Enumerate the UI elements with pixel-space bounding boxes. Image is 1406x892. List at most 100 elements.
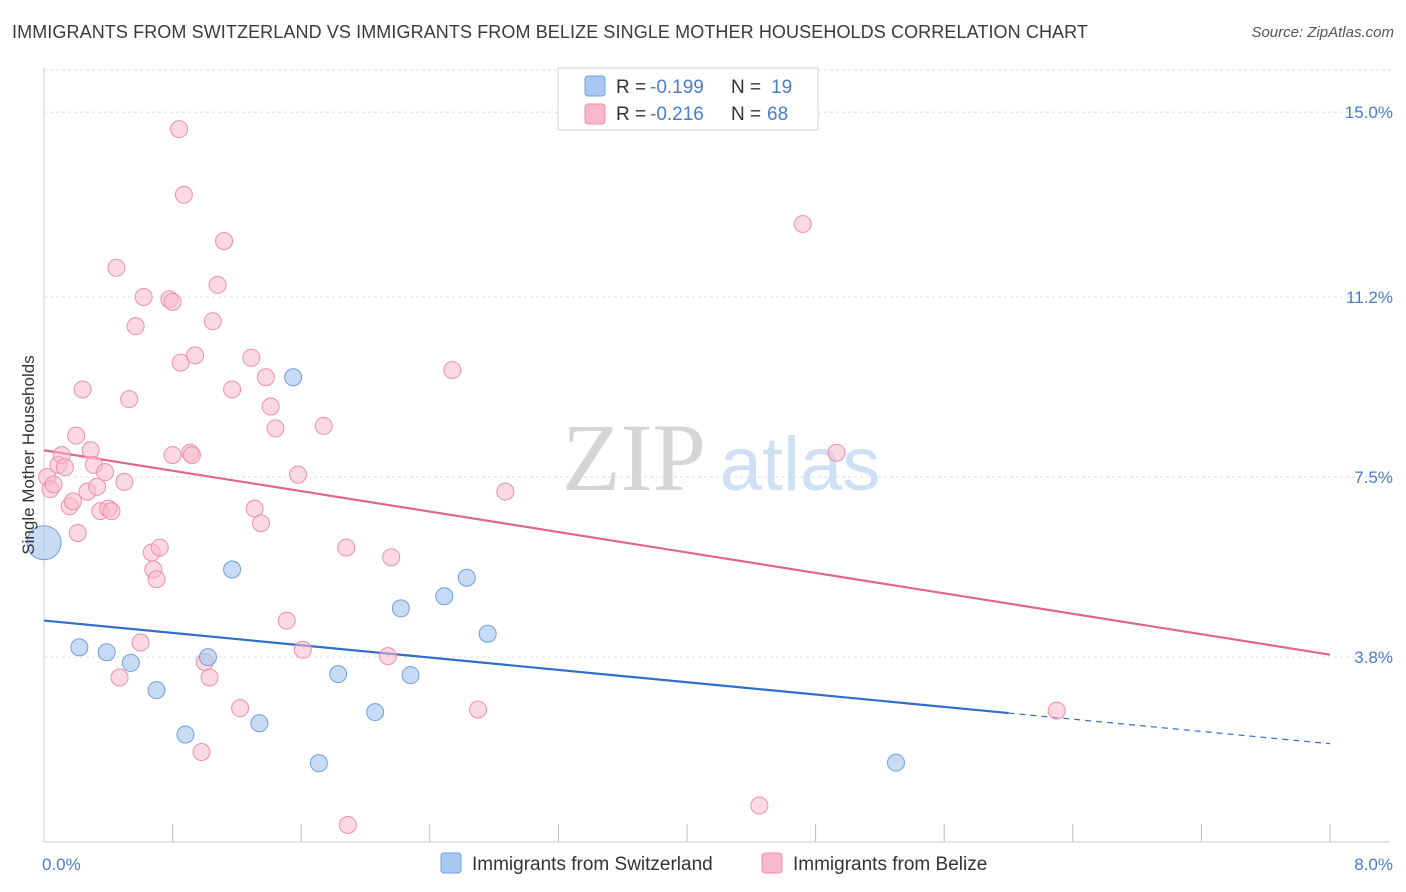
- belize-point: [338, 815, 357, 834]
- legend-r-label-belize: R =: [616, 104, 646, 125]
- chart-title: IMMIGRANTS FROM SWITZERLAND VS IMMIGRANT…: [12, 22, 1089, 42]
- watermark-zip: ZIP: [562, 404, 706, 511]
- belize-point: [266, 419, 285, 438]
- belize-point: [200, 668, 219, 687]
- belize-point: [182, 446, 201, 465]
- legend-n-label-switzerland: N =: [731, 77, 761, 98]
- belize-points: [38, 120, 1066, 834]
- switzerland-point: [121, 653, 140, 672]
- belize-point: [131, 633, 150, 652]
- belize-point: [163, 292, 182, 311]
- legend-swatch-belize: [584, 103, 606, 125]
- belize-point: [261, 397, 280, 416]
- belize-point: [107, 258, 126, 277]
- switzerland-point: [329, 665, 348, 684]
- legend-n-value-switzerland: 19: [771, 77, 792, 98]
- belize-point: [120, 390, 139, 409]
- legend-n-value-belize: 68: [767, 104, 788, 125]
- trend-line-belize: [43, 449, 1331, 656]
- legend-n-label-belize: N =: [731, 104, 761, 125]
- belize-point: [73, 380, 92, 399]
- belize-point: [252, 514, 271, 533]
- belize-point: [382, 548, 401, 567]
- legend-swatch-switzerland: [584, 75, 606, 97]
- switzerland-point: [26, 525, 62, 561]
- belize-point: [1047, 701, 1066, 720]
- belize-point: [134, 287, 153, 306]
- legend-r-label-switzerland: R =: [616, 77, 646, 98]
- belize-point: [277, 611, 296, 630]
- belize-point: [81, 441, 100, 460]
- switzerland-point: [223, 560, 242, 579]
- belize-point: [231, 699, 250, 718]
- switzerland-point: [250, 714, 269, 733]
- switzerland-point: [70, 638, 89, 657]
- belize-point: [750, 796, 769, 815]
- switzerland-point: [309, 754, 328, 773]
- series-legend: Immigrants from Switzerland Immigrants f…: [440, 852, 987, 875]
- belize-point: [443, 360, 462, 379]
- belize-point: [110, 668, 129, 687]
- belize-point: [174, 185, 193, 204]
- belize-point: [171, 353, 190, 372]
- trend-lines: [43, 449, 1331, 745]
- belize-point: [496, 482, 515, 501]
- belize-point: [68, 523, 87, 542]
- belize-point: [793, 214, 812, 233]
- belize-point: [192, 742, 211, 761]
- series-legend-label-belize: Immigrants from Belize: [793, 854, 987, 875]
- switzerland-point: [401, 666, 420, 685]
- belize-point: [827, 443, 846, 462]
- belize-point: [102, 502, 121, 521]
- stats-legend: R = -0.199 N = 19 R = -0.216 N = 68: [557, 67, 819, 131]
- y-tick-label: 11.2%: [1346, 288, 1393, 307]
- switzerland-point: [886, 753, 905, 772]
- belize-point: [163, 446, 182, 465]
- switzerland-point: [198, 648, 217, 667]
- y-axis-label: Single Mother Households: [19, 355, 38, 554]
- belize-point: [288, 465, 307, 484]
- trend-line-switzerland-extension: [1008, 712, 1331, 745]
- series-legend-swatch-belize: [761, 852, 783, 874]
- series-legend-label-switzerland: Immigrants from Switzerland: [472, 854, 713, 875]
- switzerland-point: [176, 725, 195, 744]
- switzerland-point: [147, 681, 166, 700]
- series-legend-swatch-switzerland: [440, 852, 462, 874]
- switzerland-point: [478, 624, 497, 643]
- watermark-atlas: atlas: [720, 422, 881, 507]
- belize-point: [314, 416, 333, 435]
- switzerland-point: [391, 599, 410, 618]
- belize-point: [150, 538, 169, 557]
- y-tick-label: 7.5%: [1354, 468, 1393, 487]
- belize-point: [469, 700, 488, 719]
- switzerland-point: [366, 703, 385, 722]
- belize-point: [67, 426, 86, 445]
- belize-point: [203, 312, 222, 331]
- belize-point: [186, 346, 205, 365]
- legend-r-value-belize: -0.216: [650, 104, 704, 125]
- y-tick-labels: 3.8% 7.5% 11.2% 15.0%: [1345, 103, 1393, 667]
- switzerland-point: [284, 368, 303, 387]
- belize-point: [379, 647, 398, 666]
- belize-point: [115, 472, 134, 491]
- x-tick-label-end: 8.0%: [1354, 855, 1393, 874]
- belize-point: [293, 640, 312, 659]
- belize-point: [223, 380, 242, 399]
- switzerland-points: [26, 368, 905, 773]
- source-credit: Source: ZipAtlas.com: [1251, 24, 1394, 41]
- legend-r-value-switzerland: -0.199: [650, 77, 704, 98]
- trend-line-switzerland: [43, 619, 1009, 715]
- axes: [43, 68, 1390, 843]
- belize-point: [63, 492, 82, 511]
- switzerland-point: [435, 587, 454, 606]
- belize-point: [126, 317, 145, 336]
- x-tick-label-start: 0.0%: [42, 855, 81, 874]
- belize-point: [256, 368, 275, 387]
- belize-point: [96, 463, 115, 482]
- switzerland-point: [457, 568, 476, 587]
- x-tick-labels: 0.0% 8.0%: [42, 855, 1393, 874]
- belize-point: [147, 570, 166, 589]
- belize-point: [208, 275, 227, 294]
- y-tick-label: 15.0%: [1345, 103, 1393, 122]
